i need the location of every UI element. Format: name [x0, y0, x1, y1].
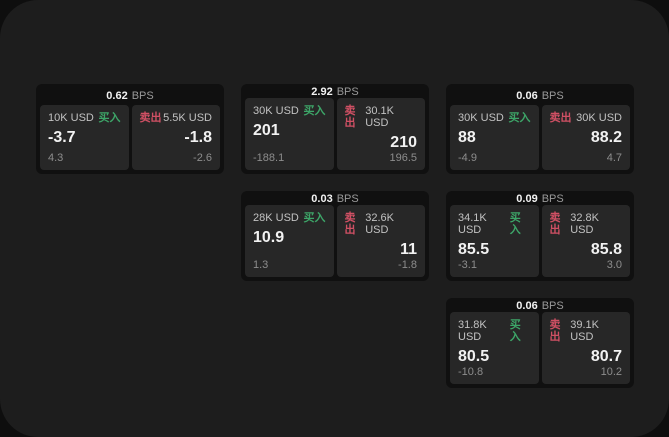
buy-price-value: 201	[253, 122, 280, 139]
sell-panel[interactable]: 卖出 32.8K USD 85.8 3.0	[541, 205, 630, 277]
buy-side-label: 买入	[509, 319, 521, 343]
bps-unit-label: BPS	[541, 89, 564, 102]
quote-card: 0.03 BPS 28K USD 买入 10.9 1.3 卖出 32.6K US…	[241, 191, 429, 281]
sell-price-value: 11	[400, 241, 417, 258]
buy-side-label: 买入	[98, 112, 121, 124]
sell-panel[interactable]: 卖出 32.6K USD 11 -1.8	[336, 205, 425, 277]
bps-value: 2.92	[311, 86, 333, 98]
buy-price-value: 88	[458, 129, 476, 146]
card-body: 34.1K USD 买入 85.5 -3.1 卖出 32.8K USD 85.8…	[450, 205, 630, 277]
buy-price-value: -3.7	[48, 129, 76, 146]
buy-delta-value: 4.3	[48, 152, 64, 164]
buy-size-label: 30K USD	[458, 112, 504, 124]
buy-delta-value: -4.9	[458, 152, 477, 164]
buy-price-value: 85.5	[458, 241, 490, 258]
buy-size-label: 31.8K USD	[458, 319, 487, 343]
sell-delta-value: 4.7	[606, 152, 622, 164]
buy-panel[interactable]: 31.8K USD 买入 80.5 -10.8	[450, 312, 539, 384]
buy-panel[interactable]: 30K USD 买入 201 -188.1	[245, 98, 334, 170]
sell-panel[interactable]: 卖出 39.1K USD 80.7 10.2	[541, 312, 630, 384]
sell-size-label: 30.1K USD	[365, 105, 394, 129]
sell-price-value: -1.8	[184, 129, 212, 146]
bps-unit-label: BPS	[541, 300, 564, 312]
card-header: 0.62 BPS	[40, 84, 220, 105]
buy-price-value: 10.9	[253, 229, 285, 246]
buy-size-label: 10K USD	[48, 112, 94, 124]
quote-card: 0.09 BPS 34.1K USD 买入 85.5 -3.1 卖出 32.8K…	[446, 191, 634, 281]
bps-unit-label: BPS	[336, 193, 359, 205]
sell-side-label: 卖出	[549, 319, 561, 343]
bps-unit-label: BPS	[336, 86, 359, 98]
bps-value: 0.06	[516, 89, 538, 102]
bps-value: 0.62	[106, 89, 128, 102]
quote-card: 2.92 BPS 30K USD 买入 201 -188.1 卖出 30.1K …	[241, 84, 429, 174]
sell-size-label: 5.5K USD	[163, 112, 212, 124]
buy-size-label: 34.1K USD	[458, 212, 487, 236]
card-header: 0.06 BPS	[450, 84, 630, 105]
sell-panel[interactable]: 卖出 30.1K USD 210 196.5	[336, 98, 425, 170]
buy-delta-value: -10.8	[458, 366, 484, 378]
sell-delta-value: 196.5	[389, 152, 417, 164]
bps-value: 0.09	[516, 193, 538, 205]
cards-grid: 0.62 BPS 10K USD 买入 -3.7 4.3 卖出 5.5K USD…	[36, 84, 634, 388]
card-body: 28K USD 买入 10.9 1.3 卖出 32.6K USD 11 -1.8	[245, 205, 425, 277]
quote-card: 0.62 BPS 10K USD 买入 -3.7 4.3 卖出 5.5K USD…	[36, 84, 224, 174]
buy-panel[interactable]: 28K USD 买入 10.9 1.3	[245, 205, 334, 277]
buy-delta-value: -188.1	[253, 152, 285, 164]
quote-card: 0.06 BPS 31.8K USD 买入 80.5 -10.8 卖出 39.1…	[446, 298, 634, 388]
sell-size-label: 32.8K USD	[570, 212, 599, 236]
sell-side-label: 卖出	[549, 212, 561, 236]
bps-value: 0.06	[516, 300, 538, 312]
sell-price-value: 88.2	[590, 129, 622, 146]
buy-panel[interactable]: 30K USD 买入 88 -4.9	[450, 105, 539, 170]
bps-unit-label: BPS	[131, 89, 154, 102]
buy-delta-value: -3.1	[458, 259, 477, 271]
sell-delta-value: -2.6	[193, 152, 212, 164]
buy-delta-value: 1.3	[253, 259, 269, 271]
card-header: 2.92 BPS	[245, 84, 425, 98]
sell-side-label: 卖出	[344, 212, 356, 236]
bps-value: 0.03	[311, 193, 333, 205]
buy-panel[interactable]: 34.1K USD 买入 85.5 -3.1	[450, 205, 539, 277]
bps-unit-label: BPS	[541, 193, 564, 205]
sell-size-label: 39.1K USD	[570, 319, 599, 343]
sell-size-label: 32.6K USD	[365, 212, 394, 236]
buy-panel[interactable]: 10K USD 买入 -3.7 4.3	[40, 105, 129, 170]
card-body: 10K USD 买入 -3.7 4.3 卖出 5.5K USD -1.8 -2.…	[40, 105, 220, 170]
card-body: 31.8K USD 买入 80.5 -10.8 卖出 39.1K USD 80.…	[450, 312, 630, 384]
quote-card: 0.06 BPS 30K USD 买入 88 -4.9 卖出 30K USD 8…	[446, 84, 634, 174]
card-body: 30K USD 买入 201 -188.1 卖出 30.1K USD 210 1…	[245, 98, 425, 170]
sell-panel[interactable]: 卖出 5.5K USD -1.8 -2.6	[131, 105, 220, 170]
sell-side-label: 卖出	[139, 112, 162, 124]
sell-size-label: 30K USD	[576, 112, 622, 124]
sell-side-label: 卖出	[549, 112, 572, 124]
sell-price-value: 85.8	[590, 241, 622, 258]
sell-panel[interactable]: 卖出 30K USD 88.2 4.7	[541, 105, 630, 170]
buy-side-label: 买入	[508, 112, 531, 124]
buy-size-label: 28K USD	[253, 212, 299, 224]
card-body: 30K USD 买入 88 -4.9 卖出 30K USD 88.2 4.7	[450, 105, 630, 170]
buy-side-label: 买入	[303, 212, 326, 224]
sell-side-label: 卖出	[344, 105, 356, 129]
buy-price-value: 80.5	[458, 348, 490, 365]
buy-side-label: 买入	[303, 105, 326, 117]
buy-size-label: 30K USD	[253, 105, 299, 117]
buy-side-label: 买入	[509, 212, 521, 236]
sell-delta-value: 3.0	[606, 259, 622, 271]
sell-delta-value: -1.8	[398, 259, 417, 271]
card-header: 0.09 BPS	[450, 191, 630, 205]
sell-delta-value: 10.2	[600, 366, 622, 378]
card-header: 0.06 BPS	[450, 298, 630, 312]
sell-price-value: 210	[390, 134, 417, 151]
sell-price-value: 80.7	[590, 348, 622, 365]
card-header: 0.03 BPS	[245, 191, 425, 205]
